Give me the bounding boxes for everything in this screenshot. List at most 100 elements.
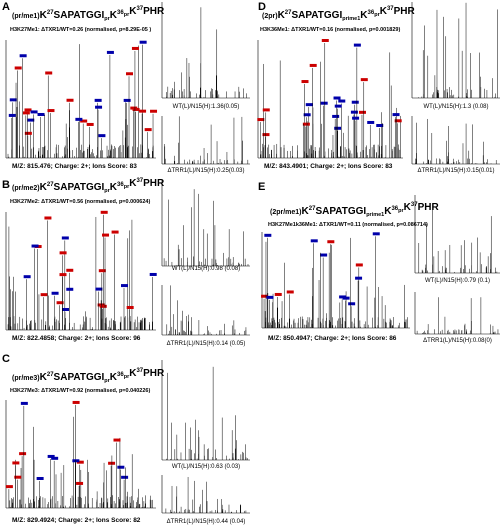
peak-tag [113,438,121,442]
title-part: 37 [411,202,418,208]
panel-label: E [258,181,265,193]
peak-tag [353,43,361,47]
title-part: K [110,372,118,383]
footer: M/Z: 843.4901; Charge: 2+; Ions Score: 8… [264,163,393,170]
peptide-title: (2pr/me1)K27SAPATGGIprime1K36prK37PHR [270,202,439,218]
title-part: 27 [47,182,54,188]
peak-tag [355,263,363,267]
ratio-caption: ΔTRR1(L)/N15(H):0.08(0) [423,338,492,344]
peak-tag [257,118,265,122]
peak-tag [23,275,31,279]
peak-tag [56,301,64,305]
panel-label: C [2,353,10,365]
peak-tag [72,400,80,404]
title-part: PHR [143,368,165,379]
title-part: PHR [143,178,165,189]
title-part: SAPATGGI [54,182,105,193]
peak-tag [51,456,59,460]
title-part: PHR [394,6,416,17]
peak-tag [333,96,341,100]
footer: M/Z: 829.4924; Charge: 2+; Ions Score: 8… [12,517,141,524]
peak-tag [348,302,356,306]
peak-tag [5,485,13,489]
title-part: K [40,182,48,193]
subtitle: H3K36Me1: ΔTXR1/WT=0.16 (normalised, p=0… [260,27,400,33]
title-part: SAPATGGI [291,10,342,21]
ratio-caption: ΔTRR1(L)/N15(H):0.44 (0.04) [167,519,246,525]
title-part: 36 [117,10,124,16]
peak-tag [123,98,131,102]
peak-tag [117,465,125,469]
title-part: (pr/me2) [12,185,40,192]
footer: M/Z: 850.4947; Charge: 2+; Ions Score: 8… [268,335,397,342]
title-part: SAPATGGI [54,10,105,21]
peak-tag [86,122,94,126]
peak-tag [9,98,17,102]
peak-tag [14,66,22,70]
peak-tag [334,104,342,108]
title-part: 37 [136,178,143,184]
peak-tag [19,452,27,456]
title-part: SAPATGGI [315,206,366,217]
title-part: pr [398,208,404,214]
peak-tag [19,54,27,58]
peak-tag [352,116,360,120]
peak-tag [149,272,157,276]
peak-tag [320,253,328,257]
peak-tag [72,459,80,463]
peak-tag [61,308,69,312]
title-part: PHR [143,6,165,17]
peak-tag [131,46,139,50]
title-part: pr [124,184,130,190]
peak-tag [274,292,282,296]
peak-tag [358,110,366,114]
peak-tag [310,239,318,243]
peak-tag [305,103,313,107]
subtitle: H3K27Me1: ΔTXR1/WT=0.26 (normalised, p=8… [10,27,151,33]
peak-tag [350,110,358,114]
peak-tag [266,295,274,299]
peak-tag [8,113,16,117]
peak-tag [45,71,53,75]
title-part: pr [104,378,110,384]
title-part: K [110,182,118,193]
peak-tag [47,454,55,458]
peptide-title: (2pr)K27SAPATGGIprime1K36prK37PHR [262,6,416,22]
peak-tag [338,99,346,103]
title-part: PHR [418,202,440,213]
title-part: 36 [368,10,375,16]
title-part: K [40,10,48,21]
title-part: K [404,202,412,213]
peak-tag [12,461,20,465]
title-part: K [129,6,137,17]
title-part: 27 [47,10,54,16]
subtitle: H3K27Me2: ΔTXR1/WT=0.56 (normalised, p=0… [10,199,150,205]
peak-tag [36,476,44,480]
title-part: K [302,206,310,217]
title-part: K [380,6,388,17]
title-part: 27 [309,206,316,212]
peak-tag [66,287,74,291]
title-part: pr [104,188,110,194]
peak-tag [66,98,74,102]
peak-tag [24,108,32,112]
peak-tag [286,290,294,294]
peak-tag [94,98,102,102]
peak-tag [392,113,400,117]
subtitle: H3K27Me3: ΔTXR1/WT=0.92 (normalised, p=0… [10,388,150,394]
ratio-caption: ΔTRR1(L)/N15(H):0.14 (0.05) [167,341,246,347]
peak-tag [100,210,108,214]
ratio-caption: WT(L)/N15(H):1.3 (0.08) [423,104,488,110]
peak-tag [37,112,45,116]
title-part: K [278,10,286,21]
panel-label: B [2,179,10,191]
peak-tag [98,269,106,273]
peak-tag [126,306,134,310]
peak-tag [321,38,329,42]
peak-tag [355,276,363,280]
peak-tag [394,119,402,123]
title-part: SAPATGGI [54,372,105,383]
title-part: K [129,368,137,379]
title-part: 37 [387,6,394,12]
